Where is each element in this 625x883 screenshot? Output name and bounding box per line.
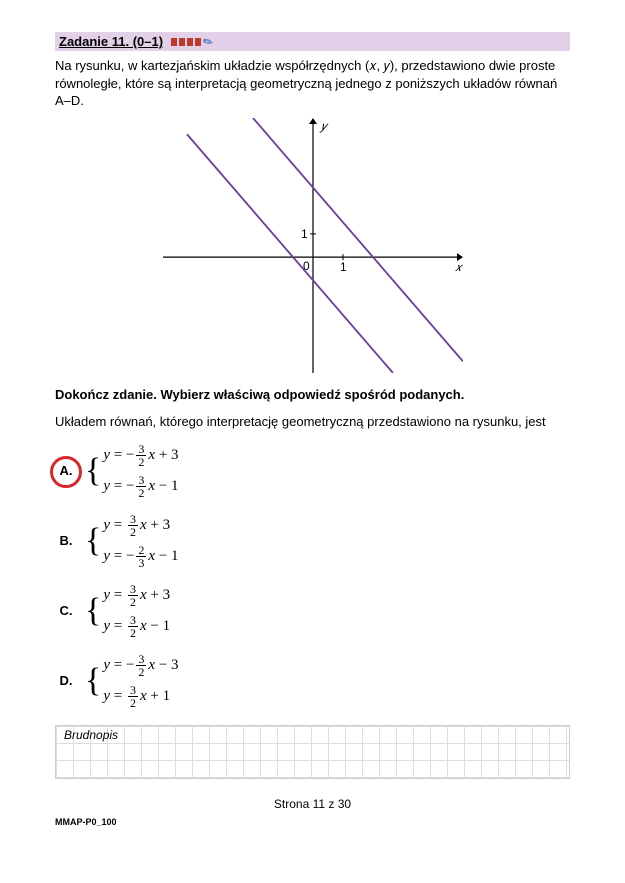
task-title: Zadanie 11. (0–1) <box>59 34 163 49</box>
equation-system: { y = 32x + 3 y = 32x − 1 <box>85 583 170 639</box>
option-label: C. <box>55 603 77 618</box>
scratch-area: Brudnopis <box>55 725 570 779</box>
page-number: Strona 11 z 30 <box>55 797 570 811</box>
chart-container: 𝑥𝑦110 <box>55 118 570 373</box>
task-header: Zadanie 11. (0–1) ✎ <box>55 32 570 51</box>
coordinate-chart: 𝑥𝑦110 <box>163 118 463 373</box>
difficulty-badge: ✎ <box>171 35 213 49</box>
equation-system: { y = −32x − 3 y = 32x + 1 <box>85 653 179 709</box>
equation-system: { y = 32x + 3 y = −23x − 1 <box>85 513 179 569</box>
option-D[interactable]: D. { y = −32x − 3 y = 32x + 1 <box>55 653 570 709</box>
option-A[interactable]: A. { y = −32x + 3 y = −32x − 1 <box>55 443 570 499</box>
option-label: B. <box>55 533 77 548</box>
option-label: D. <box>55 673 77 688</box>
svg-text:1: 1 <box>340 260 347 274</box>
svg-text:𝑥: 𝑥 <box>455 260 463 274</box>
option-label: A. <box>55 463 77 478</box>
pencil-icon: ✎ <box>200 33 216 50</box>
svg-text:1: 1 <box>301 227 308 241</box>
question-subtext: Układem równań, którego interpretację ge… <box>55 414 570 429</box>
task-intro: Na rysunku, w kartezjańskim układzie wsp… <box>55 57 570 110</box>
scratch-label: Brudnopis <box>60 726 122 744</box>
option-B[interactable]: B. { y = 32x + 3 y = −23x − 1 <box>55 513 570 569</box>
equation-system: { y = −32x + 3 y = −32x − 1 <box>85 443 179 499</box>
svg-text:𝑦: 𝑦 <box>319 119 329 133</box>
document-code: MMAP-P0_100 <box>55 817 570 827</box>
options-list: A. { y = −32x + 3 y = −32x − 1 B. { y = … <box>55 443 570 709</box>
instruction-bold: Dokończ zdanie. Wybierz właściwą odpowie… <box>55 387 570 402</box>
option-C[interactable]: C. { y = 32x + 3 y = 32x − 1 <box>55 583 570 639</box>
